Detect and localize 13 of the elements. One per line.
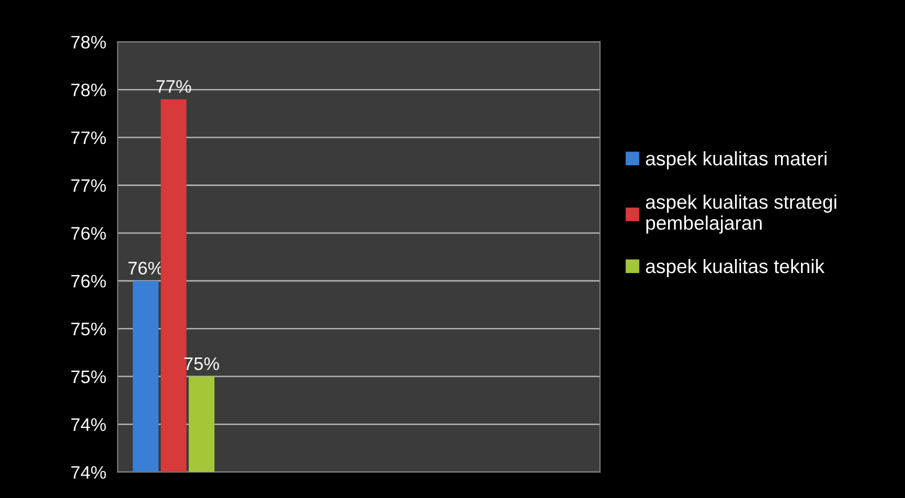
y-tick-label: 78% (71, 36, 106, 49)
legend-label: aspek kualitas strategi pembelajaran (646, 194, 836, 234)
y-tick-label: 76% (71, 227, 106, 240)
y-tick-label: 75% (71, 370, 106, 384)
y-tick-label: 77% (71, 179, 106, 192)
y-tick-label: 75% (71, 322, 106, 336)
y-tick-label: 74% (71, 418, 106, 431)
y-tick-label: 76% (71, 274, 106, 288)
legend-label: aspek kualitas materi (646, 151, 826, 170)
y-tick-label: 74% (71, 466, 106, 479)
y-tick-label: 77% (71, 131, 106, 144)
legend-label: aspek kualitas teknik (646, 258, 825, 278)
y-tick-label: 78% (71, 84, 106, 96)
